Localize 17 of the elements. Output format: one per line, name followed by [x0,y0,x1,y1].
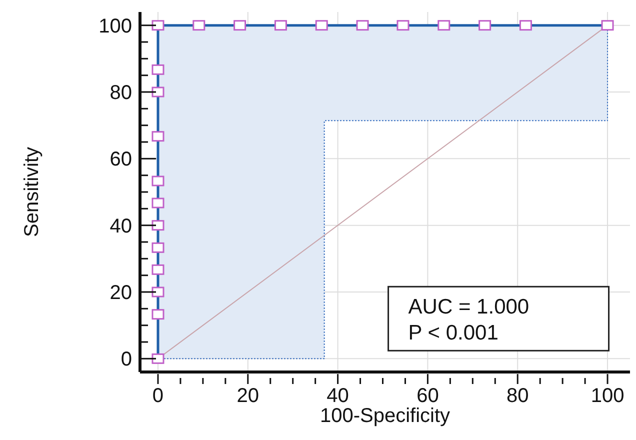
x-tick-label: 40 [326,385,349,407]
y-axis-title: Sensitivity [21,146,43,238]
y-tick-label: 60 [110,148,132,171]
y-tick-label: 100 [98,15,132,38]
y-tick-label: 0 [120,348,132,371]
annotation: AUC = 1.000 [408,296,530,319]
y-tick-label: 80 [110,82,132,104]
x-tick-label: 100 [590,385,624,407]
x-tick-label: 0 [152,385,164,407]
x-tick-label: 60 [416,385,439,407]
text-box: AUC = 1.000 P < 0.001 [388,286,610,352]
x-axis-title: 100-Specificity [320,405,450,427]
x-tick-label: 20 [236,385,260,407]
y-tick-label: 20 [110,282,132,304]
annotation: P < 0.001 [408,322,498,345]
y-tick-label: 40 [110,215,132,238]
x-tick-label: 80 [506,385,529,407]
